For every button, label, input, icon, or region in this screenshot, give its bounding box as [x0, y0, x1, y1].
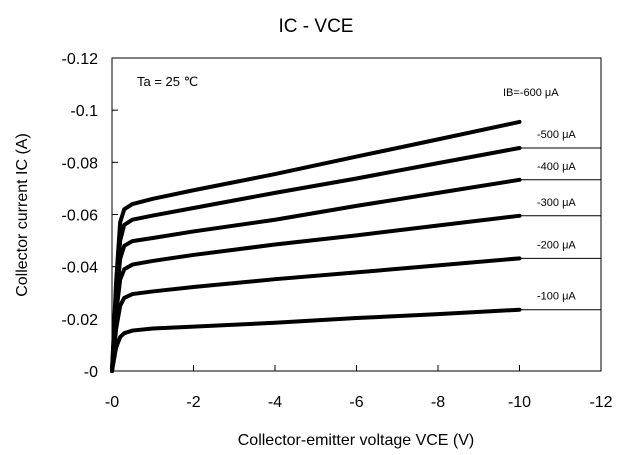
plot-area-frame [111, 57, 602, 372]
y-tick-label: -0 [84, 364, 98, 381]
y-tick-label: -0.1 [70, 103, 98, 120]
x-axis-label: Collector-emitter voltage VCE (V) [238, 432, 475, 449]
x-tick-label: -12 [589, 394, 612, 411]
y-tick-label: -0.08 [62, 155, 99, 172]
x-tick-label: -8 [431, 394, 445, 411]
curve-label: -500 μA [537, 129, 576, 141]
x-tick-label: -4 [268, 394, 282, 411]
chart-title: IC - VCE [279, 16, 354, 37]
x-tick-label: -6 [349, 394, 363, 411]
curve-series [110, 119, 522, 373]
curve-label: -100 μA [537, 291, 576, 303]
y-tick-label: -0.12 [62, 51, 99, 68]
x-tick-label: -0 [105, 394, 119, 411]
temperature-annotation: Ta = 25 ℃ [137, 74, 198, 89]
x-tick-label: -2 [186, 394, 200, 411]
series-line [110, 307, 522, 373]
x-axis-ticks: -0 -2 -4 -6 -8 -10 -12 [105, 365, 613, 411]
y-axis-label: Collector current IC (A) [14, 133, 31, 297]
x-tick-label: -10 [508, 394, 531, 411]
curve-labels: -100 μA -200 μA -300 μA -400 μA -500 μA IB=-6… [503, 87, 601, 311]
series-line [110, 256, 522, 373]
y-tick-label: -0.06 [62, 208, 99, 225]
curve-label: IB=-600 μA [503, 87, 559, 99]
curve-label: -200 μA [537, 239, 576, 251]
curve-label: -300 μA [537, 197, 576, 209]
series-line [110, 119, 522, 373]
y-tick-label: -0.02 [62, 312, 99, 329]
y-tick-label: -0.04 [62, 260, 99, 277]
y-axis-ticks: -0 -0.02 -0.04 -0.06 -0.08 -0.1 -0.12 [62, 51, 118, 381]
curve-label: -400 μA [537, 161, 576, 173]
